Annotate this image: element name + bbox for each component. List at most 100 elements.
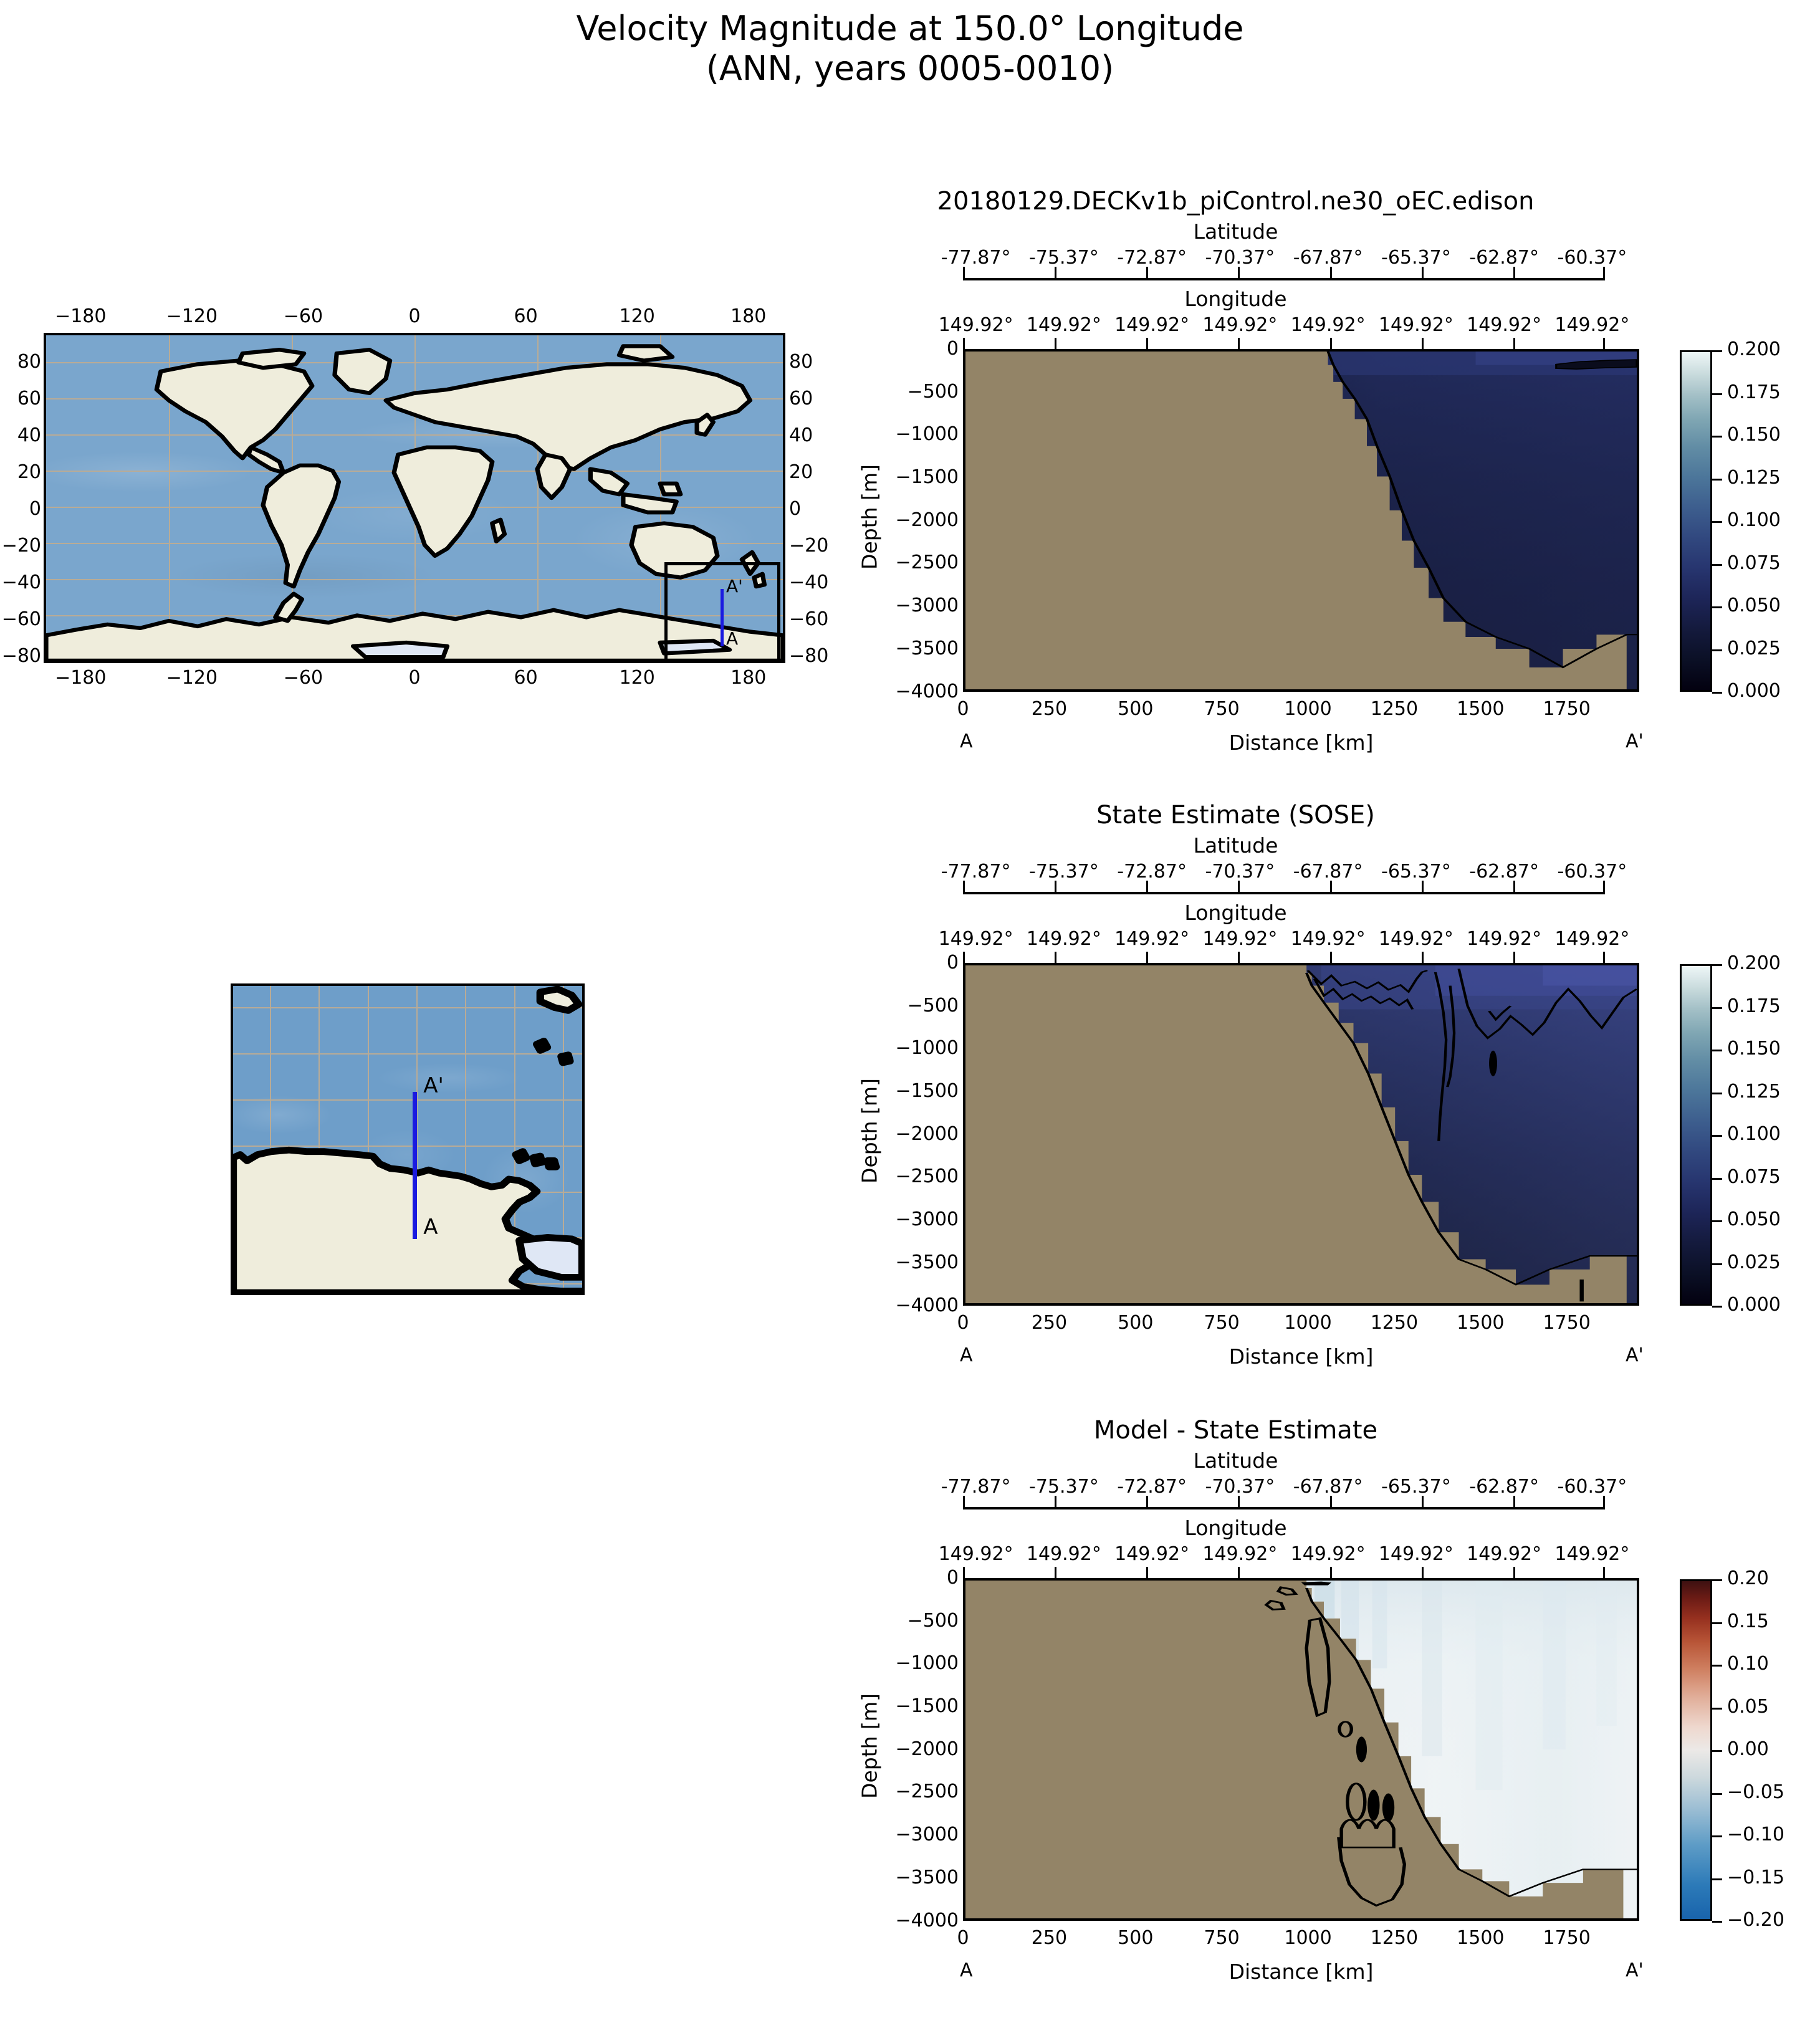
transect-start-label: A [960, 1959, 973, 1981]
tick-label: −500 [907, 1610, 959, 1632]
tick-label: 1750 [1543, 1312, 1591, 1334]
landmasses [46, 335, 783, 661]
tick-label: 20 [17, 461, 41, 483]
graticule-line [233, 1053, 582, 1055]
latitude-axis-ticks [963, 267, 1605, 278]
panel-state-estimate[interactable]: State Estimate (SOSE) Latitude -77.87° -… [835, 801, 1808, 1369]
tick-label: −60 [789, 608, 829, 630]
tick-label: 149.92° [1026, 314, 1101, 336]
panel-title: State Estimate (SOSE) [1096, 801, 1375, 830]
longitude-axis-ticks [963, 952, 1605, 963]
graticule-line [367, 986, 369, 1293]
colorbar-state-estimate[interactable] [1680, 964, 1712, 1306]
graticule-line [514, 986, 515, 1293]
tick-label: −3500 [895, 638, 959, 659]
tick-label: -75.37° [1029, 1476, 1099, 1498]
tick-label: 149.92° [1378, 1543, 1454, 1565]
world-map-y-ticks-left: 80 60 40 20 0 −20 −40 −60 −80 [2, 333, 41, 667]
tick-label: 750 [1204, 1312, 1240, 1334]
tick-label: -60.37° [1557, 247, 1627, 269]
graticule-line [537, 335, 539, 661]
tick-label: −2500 [895, 1165, 959, 1187]
ice-shelf [233, 986, 582, 1293]
tick-label: 149.92° [1554, 1543, 1630, 1565]
regional-inset-map[interactable]: A' A [231, 983, 585, 1295]
depth-tick-labels: 0 −500 −1000 −1500 −2000 −2500 −3000 −35… [848, 338, 959, 702]
tick-label: 250 [1031, 698, 1068, 720]
tick-label: 0 [957, 698, 969, 720]
longitude-axis-ticks [963, 338, 1605, 349]
tick-label: 80 [789, 351, 813, 373]
tick-label: -62.87° [1469, 1476, 1539, 1498]
tick-label: -75.37° [1029, 861, 1099, 883]
cross-section-model[interactable] [963, 349, 1639, 692]
tick-label: 0.125 [1727, 1080, 1781, 1103]
cross-section-difference[interactable] [963, 1578, 1639, 1921]
panel-model[interactable]: 20180129.DECKv1b_piControl.ne30_oEC.edis… [835, 187, 1808, 755]
tick-label: 60 [514, 667, 538, 689]
tick-label: 250 [1031, 1312, 1068, 1334]
tick-label: −4000 [895, 1294, 959, 1316]
tick-label: 500 [1118, 698, 1154, 720]
transect-start-label: A [726, 628, 739, 649]
tick-label: 149.92° [1114, 1543, 1190, 1565]
tick-label: 1500 [1457, 698, 1505, 720]
transect-line-AA [413, 1091, 418, 1239]
world-map-frame[interactable]: A' A [44, 333, 785, 663]
tick-label: 0 [946, 1567, 959, 1589]
graticule-line [168, 335, 170, 661]
panel-title: Model - State Estimate [1093, 1416, 1378, 1445]
figure-title-line2: (ANN, years 0005-0010) [706, 49, 1114, 88]
tick-label: 1250 [1370, 1312, 1419, 1334]
tick-label: 0 [408, 667, 421, 689]
tick-label: −3000 [895, 1824, 959, 1845]
tick-label: −4000 [895, 681, 959, 702]
tick-label: -70.37° [1205, 861, 1275, 883]
latitude-axis-ticks [963, 1496, 1605, 1507]
tick-label: −4000 [895, 1910, 959, 1931]
panel-difference[interactable]: Model - State Estimate Latitude -77.87° … [835, 1416, 1808, 1984]
transect-start-label: A [423, 1214, 438, 1240]
tick-label: 149.92° [1202, 928, 1278, 950]
tick-label: 750 [1204, 1927, 1240, 1949]
longitude-tick-labels: 149.92° 149.92° 149.92° 149.92° 149.92° … [932, 314, 1636, 336]
transect-start-label: A [960, 1344, 973, 1366]
distance-axis-label: Distance [km] [1228, 730, 1374, 755]
tick-label: −3500 [895, 1251, 959, 1273]
tick-label: 60 [789, 388, 813, 409]
colorbar-model[interactable] [1680, 350, 1712, 692]
graticule-line [318, 986, 320, 1293]
tick-label: 149.92° [1467, 314, 1542, 336]
tick-label: 149.92° [1467, 928, 1542, 950]
colorbar-difference-ticks: 0.20 0.15 0.10 0.05 0.00 −0.05 −0.10 −0.… [1712, 1567, 1820, 1931]
colorbar-difference[interactable] [1680, 1579, 1712, 1921]
tick-label: 60 [514, 305, 538, 327]
cross-section-state-estimate[interactable] [963, 963, 1639, 1306]
global-locator-map[interactable]: −180 −120 −60 0 60 120 180 [2, 305, 829, 692]
tick-label: 0.025 [1727, 1251, 1781, 1273]
longitude-axis-ticks [963, 1567, 1605, 1578]
tick-label: −1500 [895, 466, 959, 488]
tick-label: 149.92° [1554, 314, 1630, 336]
tick-label: −120 [166, 667, 218, 689]
transect-line-AA [720, 589, 724, 646]
tick-label: 149.92° [1378, 314, 1454, 336]
tick-label: 1500 [1457, 1927, 1505, 1949]
longitude-tick-labels: 149.92° 149.92° 149.92° 149.92° 149.92° … [932, 1543, 1636, 1565]
tick-label: -60.37° [1557, 1476, 1627, 1498]
tick-label: 0.150 [1727, 1038, 1781, 1060]
world-map-y-ticks-right: 80 60 40 20 0 −20 −40 −60 −80 [789, 333, 829, 667]
tick-label: -65.37° [1381, 247, 1451, 269]
longitude-tick-labels: 149.92° 149.92° 149.92° 149.92° 149.92° … [932, 928, 1636, 950]
depth-axis-label: Depth [m] [857, 464, 882, 570]
tick-label: 149.92° [1202, 314, 1278, 336]
tick-label: -70.37° [1205, 247, 1275, 269]
tick-label: -72.87° [1117, 1476, 1187, 1498]
world-map-x-ticks-top: −180 −120 −60 0 60 120 180 [25, 305, 804, 327]
tick-label: 750 [1204, 698, 1240, 720]
latitude-tick-labels: -77.87° -75.37° -72.87° -70.37° -67.87° … [932, 861, 1636, 883]
tick-label: 1000 [1284, 698, 1332, 720]
latitude-axis-spine [963, 892, 1605, 894]
tick-label: 149.92° [938, 1543, 1013, 1565]
tick-label: 0.125 [1727, 466, 1781, 489]
